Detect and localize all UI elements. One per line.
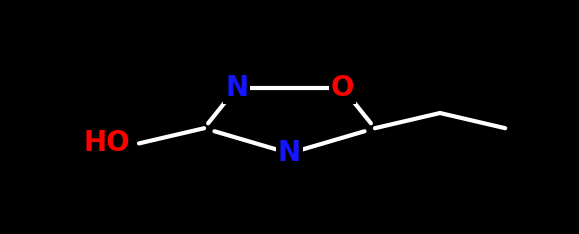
Text: O: O [331, 74, 354, 102]
Text: HO: HO [83, 129, 130, 157]
Text: N: N [225, 74, 248, 102]
Text: N: N [278, 139, 301, 167]
